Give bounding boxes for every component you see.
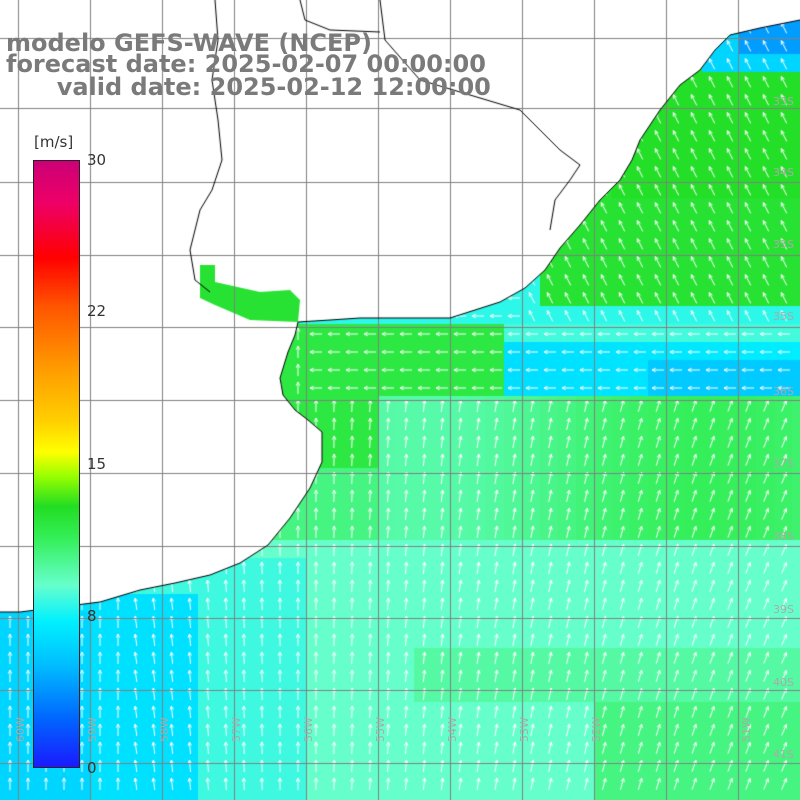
lat-label: 35S <box>773 238 794 251</box>
lon-label: 57W <box>230 717 243 742</box>
lon-label: 60W <box>14 717 27 742</box>
colorbar-unit: [m/s] <box>34 133 74 151</box>
lat-label: 41S <box>773 748 794 761</box>
lon-label: 53W <box>518 717 531 742</box>
valid-date: valid date: 2025-02-12 12:00:00 <box>40 73 491 101</box>
colorbar <box>33 160 80 768</box>
colorbar-tick-22: 22 <box>87 302 107 320</box>
lon-label: 51W <box>740 717 753 742</box>
lat-label: 36S <box>773 385 794 398</box>
lon-label: 55W <box>374 717 387 742</box>
colorbar-tick-8: 8 <box>87 607 97 625</box>
colorbar-tick-30: 30 <box>87 151 107 169</box>
lat-label: 34S <box>773 166 794 179</box>
lat-label: 37S <box>773 457 794 470</box>
colorbar-tick-0: 0 <box>87 759 97 777</box>
forecast-date: forecast date: 2025-02-07 00:00:00 <box>6 50 486 78</box>
colorbar-tick-15: 15 <box>87 455 107 473</box>
lon-label: 52W <box>590 717 603 742</box>
lat-label: 33S <box>773 95 794 108</box>
model-title: modelo GEFS-WAVE (NCEP) <box>6 29 372 57</box>
lon-label: 59W <box>86 717 99 742</box>
lat-label: 35S <box>773 310 794 323</box>
lat-label: 40S <box>773 676 794 689</box>
lon-label: 54W <box>446 717 459 742</box>
lat-label: 38S <box>773 530 794 543</box>
lon-label: 58W <box>158 717 171 742</box>
lat-label: 39S <box>773 603 794 616</box>
lon-label: 56W <box>302 717 315 742</box>
